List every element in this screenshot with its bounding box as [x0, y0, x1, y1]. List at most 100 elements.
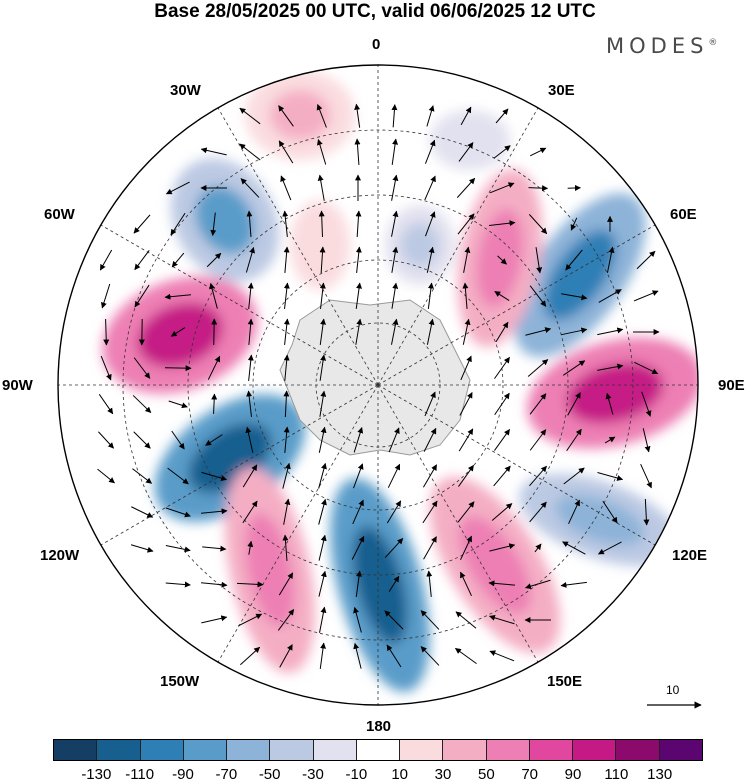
- wind-arrow: [562, 360, 586, 376]
- wind-arrow: [602, 500, 618, 524]
- wind-arrow: [246, 390, 253, 417]
- colorbar-swatch: [140, 740, 184, 760]
- anomaly-shading: [555, 494, 645, 546]
- wind-arrow: [317, 174, 325, 201]
- wind-arrow: [283, 282, 290, 309]
- wind-arrow: [391, 174, 399, 201]
- wind-arrow: [164, 365, 192, 372]
- wind-arrow: [134, 250, 150, 271]
- wind-arrow: [424, 175, 436, 201]
- wind-arrow: [319, 390, 327, 417]
- wind-arrow: [201, 615, 228, 624]
- colorbar-tick-label: -90: [172, 766, 194, 783]
- wind-arrow: [170, 327, 186, 337]
- wind-arrow: [245, 426, 254, 453]
- wind-arrow: [171, 252, 185, 268]
- label-30e: 30E: [548, 82, 575, 99]
- wind-arrow: [355, 282, 363, 309]
- wind-arrow: [640, 463, 652, 489]
- wind-arrow: [424, 211, 436, 237]
- wind-arrow: [633, 290, 659, 302]
- meridians: [58, 65, 698, 705]
- wind-arrow: [207, 355, 221, 380]
- wind-arrow: [529, 429, 547, 451]
- wind-arrow: [131, 506, 154, 518]
- wind-arrow: [489, 220, 516, 227]
- wind-arrow: [597, 472, 624, 481]
- wind-arrow: [391, 282, 399, 309]
- wind-arrow: [529, 465, 547, 487]
- wind-arrow: [247, 318, 254, 345]
- colorbar-tick-label: -70: [215, 766, 238, 783]
- wind-arrow: [597, 327, 624, 336]
- label-120e: 120E: [672, 547, 708, 564]
- wind-arrow: [423, 536, 437, 560]
- reference-vector: [647, 701, 702, 709]
- wind-arrow: [205, 434, 223, 446]
- wind-arrow: [133, 357, 151, 379]
- colorbar-swatch: [616, 740, 660, 760]
- wind-arrow: [246, 210, 253, 238]
- wind-arrow: [278, 105, 294, 127]
- wind-arrow: [211, 393, 218, 414]
- wind-arrow: [560, 581, 587, 588]
- wind-arrow: [424, 391, 436, 417]
- wind-arrow: [495, 321, 509, 343]
- wind-arrow: [318, 534, 327, 561]
- colorbar-swatch: [573, 740, 617, 760]
- wind-arrow: [283, 390, 290, 418]
- anomaly-shading: [137, 302, 223, 368]
- wind-arrow: [206, 252, 222, 268]
- wind-arrow: [319, 606, 327, 633]
- wind-arrow: [201, 581, 228, 588]
- wind-arrow: [642, 428, 651, 453]
- wind-arrow: [97, 468, 115, 484]
- wind-arrow: [561, 327, 588, 336]
- meridian-line: [377, 384, 664, 551]
- meridian-line: [92, 384, 379, 551]
- wind-arrow: [598, 289, 622, 303]
- wind-arrow: [134, 284, 150, 308]
- wind-arrow: [165, 181, 190, 195]
- meridian-line: [212, 99, 379, 386]
- wind-arrow: [99, 249, 113, 271]
- wind-arrow: [283, 318, 290, 345]
- wind-arrow: [318, 498, 327, 525]
- wind-arrow: [277, 609, 295, 631]
- wind-arrow: [238, 613, 263, 627]
- colorbar-tick-label: 110: [604, 766, 629, 783]
- wind-arrow: [240, 646, 261, 666]
- label-90e: 90E: [718, 377, 745, 394]
- colorbar-swatch: [183, 740, 228, 760]
- wind-arrow: [643, 498, 650, 526]
- wind-arrow: [527, 359, 549, 377]
- wind-arrow: [355, 246, 362, 273]
- wind-arrow: [201, 508, 228, 515]
- wind-arrow: [458, 428, 474, 452]
- wind-arrow: [165, 545, 191, 553]
- wind-arrow: [247, 540, 254, 555]
- wind-arrow: [424, 139, 436, 164]
- colorbar-swatch: [529, 740, 574, 760]
- wind-arrow: [457, 213, 475, 235]
- colorbar-tick-label: -30: [302, 766, 324, 783]
- wind-arrow: [460, 535, 472, 560]
- wind-arrow: [130, 544, 154, 553]
- anomaly-shading: [543, 229, 617, 321]
- wind-arrow: [459, 392, 473, 416]
- wind-arrow: [488, 580, 515, 587]
- colorbar-swatch: [659, 740, 702, 760]
- colorbar-tick-label: 130: [647, 766, 673, 783]
- label-60w: 60W: [44, 206, 75, 223]
- map-boundary: [57, 64, 699, 706]
- wind-arrow: [319, 246, 326, 274]
- anomaly-shading: [566, 362, 664, 424]
- wind-arrow: [282, 462, 291, 489]
- wind-arrow: [567, 392, 581, 416]
- wind-arrow: [455, 611, 477, 629]
- wind-arrow: [316, 138, 327, 165]
- wind-arrow: [282, 534, 289, 562]
- modes-logo: MODES®: [606, 34, 718, 58]
- wind-arrow: [391, 318, 399, 345]
- wind-arrow: [597, 541, 622, 555]
